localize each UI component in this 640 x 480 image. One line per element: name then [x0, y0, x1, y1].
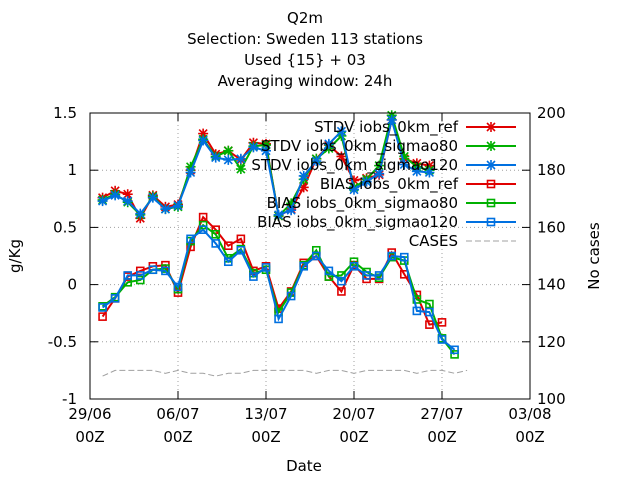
x-tick-label-hour: 00Z	[163, 428, 192, 446]
chart-subtitle-window: Averaging window: 24h	[217, 72, 393, 90]
series-line	[102, 228, 456, 351]
x-tick-label-date: 29/06	[68, 405, 111, 423]
chart-subtitle-selection: Selection: Sweden 113 stations	[187, 30, 423, 48]
data-point-square	[349, 261, 359, 271]
data-point-square	[425, 320, 434, 329]
data-point-square	[425, 307, 434, 317]
plot-frame	[89, 112, 531, 400]
data-point-square	[148, 265, 158, 275]
data-point-square	[337, 271, 346, 280]
series-6	[102, 369, 468, 377]
x-tick-label-date: 20/07	[332, 405, 375, 423]
data-point-square	[324, 266, 334, 276]
data-point-square	[135, 271, 145, 280]
data-point-square	[311, 245, 321, 255]
series-line	[102, 369, 468, 377]
data-point-square	[286, 291, 296, 301]
y2-tick-label: 140	[537, 276, 566, 294]
data-point-square	[198, 225, 208, 234]
data-point-square	[450, 350, 459, 359]
y2-tick-label: 160	[537, 218, 566, 236]
data-point-square	[98, 312, 107, 321]
x-tick-label-date: 06/07	[156, 405, 199, 423]
chart-title: Q2m	[287, 9, 323, 27]
data-point-square	[211, 229, 221, 239]
data-point-square	[198, 212, 208, 222]
data-point-square	[337, 287, 346, 296]
x-tick-label-date: 13/07	[244, 405, 287, 423]
data-point-square	[362, 271, 371, 280]
data-point-square	[399, 252, 409, 262]
data-point-square	[299, 261, 309, 271]
x-tick-label-hour: 00Z	[75, 428, 104, 446]
data-point-square	[223, 241, 233, 251]
data-point-square	[211, 239, 221, 248]
data-point-square	[261, 263, 271, 272]
x-tick-label-hour: 00Z	[515, 428, 544, 446]
tick-layer: 1.5 1 0.5 0 -0.5 -1 200 180 160 140 120 100 29/06 00Z…	[48, 104, 566, 446]
data-point-square	[161, 266, 170, 276]
data-point-square	[274, 314, 283, 324]
y2-tick-label: 100	[537, 390, 566, 408]
x-tick-label-date: 27/07	[420, 405, 463, 423]
legend-label: STDV iobs_0km_sigmao120	[251, 156, 458, 175]
chart-title-block: Q2m Selection: Sweden 113 stations Used …	[0, 8, 610, 92]
data-point-square	[337, 276, 346, 286]
legend-label: STDV iobs_0km_ref	[314, 118, 459, 137]
x-axis-label: Date	[286, 457, 322, 475]
data-point-square	[135, 275, 145, 285]
data-point-square	[236, 234, 246, 244]
x-tick-label-hour: 00Z	[339, 428, 368, 446]
data-point-square	[387, 251, 397, 261]
legend-marker-square	[486, 217, 496, 227]
data-point-square	[374, 271, 384, 280]
y-tick-label: -0.5	[48, 333, 77, 351]
data-point-square	[110, 294, 120, 303]
data-point-square	[173, 282, 183, 292]
series-line	[102, 223, 456, 356]
legend-marker-square	[486, 179, 496, 189]
x-tick-label-hour: 00Z	[427, 428, 456, 446]
data-point-square	[123, 271, 133, 280]
series-4	[98, 220, 459, 359]
y2-axis-label: No cases	[585, 222, 603, 290]
series-layer	[97, 110, 468, 377]
y-tick-label: 1.5	[53, 104, 77, 122]
x-tick-label-date: 03/08	[508, 405, 551, 423]
chart-subtitle-used: Used {15} + 03	[244, 51, 366, 69]
legend-label: BIAS iobs_0km_sigmao80	[267, 194, 458, 213]
series-2	[97, 114, 435, 220]
legend-label: CASES	[409, 232, 458, 250]
series-line	[101, 215, 443, 326]
y-tick-label: 1	[67, 161, 77, 179]
data-point-square	[311, 251, 321, 261]
y2-tick-label: 120	[537, 333, 566, 351]
data-point-square	[186, 234, 195, 244]
y-tick-label: 0.5	[53, 218, 77, 236]
y2-tick-label: 180	[537, 161, 566, 179]
legend-label: BIAS iobs_0km_sigmao120	[257, 213, 458, 232]
data-point-square	[324, 272, 334, 281]
data-point-square	[412, 306, 422, 316]
data-point-square	[223, 257, 233, 267]
x-tick-label-hour: 00Z	[251, 428, 280, 446]
legend-marker-square	[486, 198, 496, 208]
data-point-square	[437, 335, 447, 344]
legend-label: STDV iobs_0km_sigmao80	[261, 137, 458, 156]
data-point-square	[425, 299, 434, 309]
legend-label: BIAS iobs_0km_ref	[320, 175, 459, 194]
y-tick-label: -1	[62, 390, 77, 408]
data-point-square	[98, 303, 107, 312]
y-tick-label: 0	[67, 276, 77, 294]
series-5	[98, 225, 459, 355]
y-axis-label: g/Kg	[6, 239, 24, 273]
y2-tick-label: 200	[537, 104, 566, 122]
data-point-square	[249, 272, 258, 281]
data-point-square	[437, 318, 447, 327]
data-point-square	[236, 245, 246, 255]
data-point-square	[450, 345, 459, 355]
